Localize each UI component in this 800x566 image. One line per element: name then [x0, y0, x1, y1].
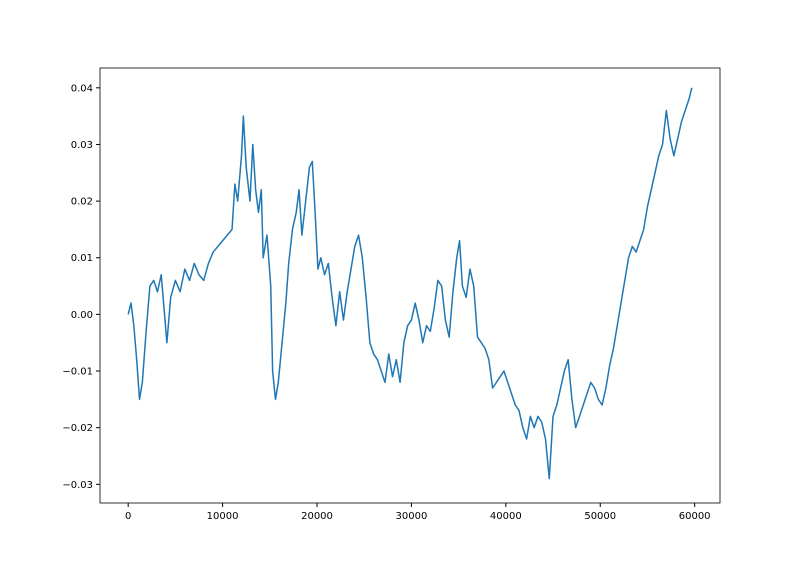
x-tick-label: 50000: [584, 511, 616, 522]
y-tick-label: 0.03: [71, 140, 93, 151]
x-tick-label: 60000: [679, 511, 711, 522]
y-tick-label: 0.00: [71, 310, 93, 321]
x-tick-label: 10000: [207, 511, 239, 522]
y-tick-label: −0.01: [62, 367, 93, 378]
y-tick-label: 0.01: [71, 253, 93, 264]
x-tick-label: 30000: [396, 511, 428, 522]
x-tick-label: 40000: [490, 511, 522, 522]
y-tick-label: −0.02: [62, 423, 93, 434]
y-tick-label: 0.04: [71, 83, 93, 94]
y-tick-label: 0.02: [71, 197, 93, 208]
data-line: [127, 87, 693, 480]
x-tick-label: 0: [125, 511, 131, 522]
x-tick-label: 20000: [301, 511, 333, 522]
plot-frame: [99, 67, 721, 504]
y-tick-label: −0.03: [62, 480, 93, 491]
